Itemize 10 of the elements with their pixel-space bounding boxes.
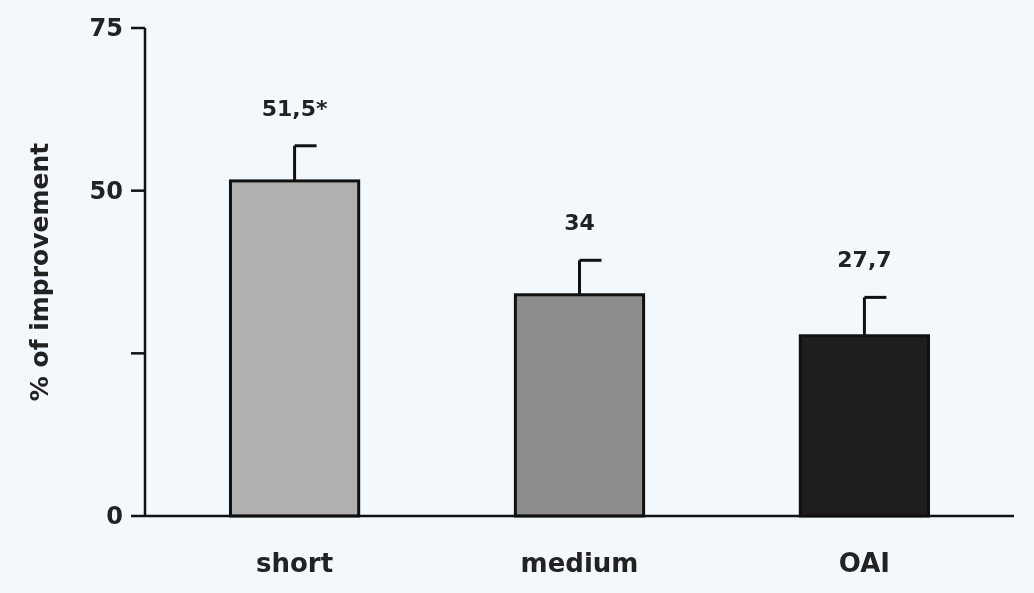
x-tick-label: OAI: [838, 548, 891, 578]
data-label: 34: [564, 210, 595, 236]
y-tick-label: 0: [106, 502, 123, 531]
y-axis-title: % of improvement: [25, 142, 54, 402]
y-tick-label: 75: [89, 14, 123, 43]
x-tick-label: medium: [520, 548, 639, 578]
y-tick-label: 50: [89, 177, 123, 206]
data-label: 27,7: [837, 247, 892, 273]
x-tick-label: short: [256, 548, 334, 578]
data-label: 51,5*: [261, 95, 328, 121]
